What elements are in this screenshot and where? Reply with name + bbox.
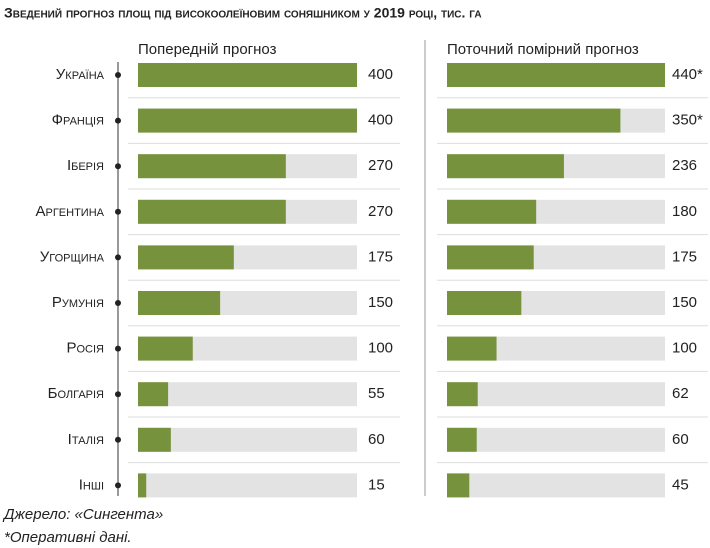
bar <box>447 108 621 133</box>
value-label: 55 <box>368 385 385 402</box>
panel-title: Поточний помірний прогноз <box>447 41 639 58</box>
category-label: Аргентина <box>36 203 105 220</box>
category-label: Румунія <box>52 294 104 311</box>
bar <box>447 199 537 224</box>
bar <box>447 154 564 179</box>
category-label: Угорщина <box>40 248 105 265</box>
value-label: 180 <box>672 203 697 220</box>
axis-dot <box>115 300 121 306</box>
panel-title: Попередній прогноз <box>138 41 277 58</box>
axis-dot <box>115 163 121 170</box>
value-label: 400 <box>368 66 393 83</box>
bar <box>447 291 522 315</box>
note: *Оперативні дані. <box>4 529 132 546</box>
value-label: 45 <box>672 476 689 493</box>
value-label: 62 <box>672 385 689 402</box>
axis-dot <box>115 482 121 489</box>
value-label: 100 <box>368 340 393 357</box>
category-label: Іберія <box>67 157 104 174</box>
bar <box>447 427 477 452</box>
category-label: Інші <box>79 476 104 493</box>
bar <box>138 199 286 224</box>
axis-dot <box>115 254 121 261</box>
bar-track <box>138 427 357 452</box>
value-label: 440* <box>672 66 703 83</box>
bar <box>138 427 171 452</box>
axis-dot <box>115 436 121 443</box>
value-label: 60 <box>672 431 689 448</box>
bar <box>138 108 357 133</box>
value-label: 60 <box>368 431 385 448</box>
value-label: 236 <box>672 157 697 174</box>
bar <box>138 291 221 315</box>
bar <box>138 154 286 179</box>
value-label: 150 <box>672 294 697 311</box>
bar-track <box>447 473 665 498</box>
category-label: Болгарія <box>48 385 104 402</box>
bar <box>138 473 147 498</box>
bar <box>138 336 193 361</box>
value-label: 175 <box>672 248 697 265</box>
category-label: Італія <box>68 431 104 448</box>
source: Джерело: «Сингента» <box>2 506 163 523</box>
value-label: 350* <box>672 112 703 129</box>
bar-track <box>447 382 665 407</box>
bar <box>138 382 169 407</box>
value-label: 270 <box>368 157 393 174</box>
axis-dot <box>115 72 121 78</box>
bar-track <box>138 473 357 498</box>
value-label: 15 <box>368 476 385 493</box>
value-label: 150 <box>368 294 393 311</box>
chart-title: Зведений прогноз площ під високоолеїнови… <box>4 5 482 21</box>
value-label: 270 <box>368 203 393 220</box>
bar-track <box>447 427 665 452</box>
value-label: 175 <box>368 248 393 265</box>
category-label: Франція <box>52 112 104 129</box>
bar <box>447 336 497 361</box>
axis-dot <box>115 208 121 215</box>
bar-track <box>138 382 357 407</box>
bar <box>138 63 357 87</box>
bar <box>447 245 534 270</box>
category-label: Україна <box>56 66 105 83</box>
value-label: 400 <box>368 112 393 129</box>
bar <box>447 473 470 498</box>
bar <box>138 245 234 270</box>
category-label: Росія <box>66 340 104 357</box>
bar <box>447 382 478 407</box>
axis-dot <box>115 391 121 398</box>
axis-dot <box>115 345 121 352</box>
axis-dot <box>115 117 121 124</box>
value-label: 100 <box>672 340 697 357</box>
bar <box>447 63 665 87</box>
